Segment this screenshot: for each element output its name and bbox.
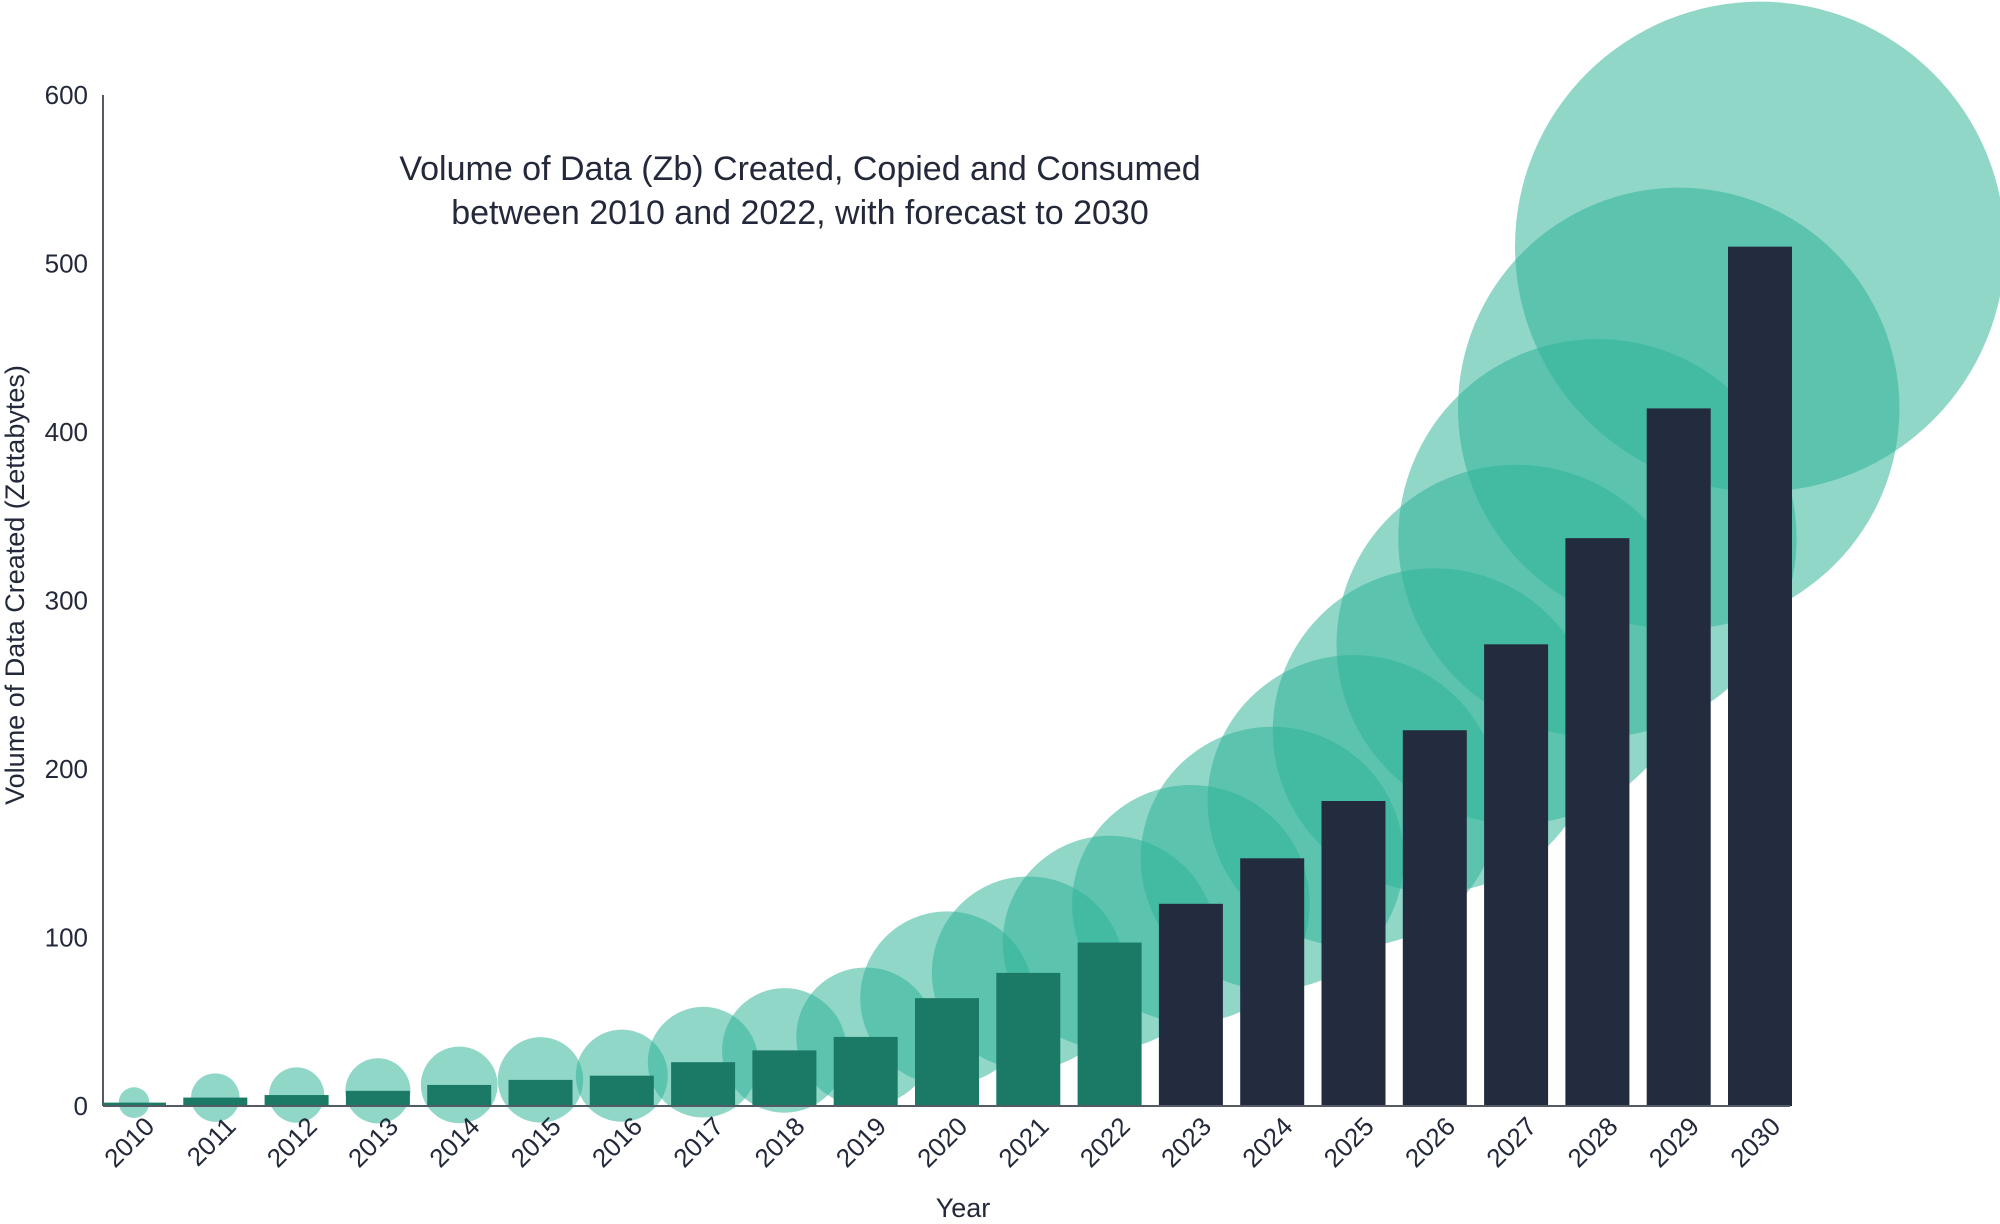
- y-tick-label-400: 400: [45, 417, 88, 447]
- bar-2026: [1402, 730, 1467, 1106]
- x-tick-label-2010: 2010: [98, 1111, 160, 1173]
- x-tick-label-2014: 2014: [423, 1111, 485, 1173]
- x-tick-label-2011: 2011: [181, 1111, 242, 1172]
- x-tick-label-2013: 2013: [342, 1111, 404, 1173]
- y-tick-label-200: 200: [45, 754, 88, 784]
- x-tick-label-2020: 2020: [911, 1111, 973, 1173]
- bar-2014: [427, 1084, 492, 1106]
- x-tick-label-2022: 2022: [1074, 1111, 1136, 1173]
- bar-2012: [264, 1095, 329, 1106]
- bar-2025: [1321, 801, 1386, 1106]
- x-tick-label-2026: 2026: [1399, 1111, 1461, 1173]
- bar-2023: [1158, 903, 1223, 1106]
- bar-2019: [833, 1036, 898, 1106]
- bar-2024: [1240, 858, 1305, 1106]
- bar-2020: [915, 998, 979, 1106]
- y-tick-label-100: 100: [45, 923, 88, 953]
- bar-2028: [1565, 538, 1630, 1106]
- y-tick-label-300: 300: [45, 586, 88, 616]
- y-tick-label-500: 500: [45, 249, 88, 279]
- x-tick-label-2024: 2024: [1236, 1111, 1298, 1173]
- x-tick-label-2019: 2019: [830, 1111, 892, 1173]
- chart-title-line-2: between 2010 and 2022, with forecast to …: [451, 194, 1149, 232]
- bar-2016: [589, 1075, 654, 1106]
- bar-2022: [1077, 942, 1142, 1106]
- x-tick-label-2021: 2021: [992, 1111, 1054, 1173]
- x-tick-label-2030: 2030: [1724, 1111, 1786, 1173]
- x-tick-label-2017: 2017: [667, 1111, 729, 1173]
- x-tick-label-2015: 2015: [505, 1111, 567, 1173]
- bar-2017: [671, 1062, 736, 1106]
- bar-2027: [1484, 644, 1549, 1106]
- bar-2018: [752, 1050, 817, 1106]
- bar-2011: [183, 1097, 248, 1106]
- bubble-2010: [118, 1087, 150, 1118]
- x-tick-label-2028: 2028: [1562, 1111, 1624, 1173]
- bar-2021: [996, 972, 1061, 1106]
- x-tick-labels: 2010 2011 2012 2013 2014 2015 2016 2017 2018 2019…: [98, 1111, 1786, 1173]
- x-tick-label-2025: 2025: [1318, 1111, 1380, 1173]
- y-tick-label-0: 0: [74, 1091, 88, 1121]
- bar-layer: [102, 246, 1792, 1106]
- x-tick-label-2012: 2012: [261, 1111, 323, 1173]
- bar-2015: [508, 1079, 573, 1106]
- x-tick-label-2029: 2029: [1643, 1111, 1705, 1173]
- x-tick-label-2027: 2027: [1480, 1111, 1542, 1173]
- y-tick-label-600: 600: [45, 80, 88, 110]
- bar-2013: [345, 1090, 410, 1106]
- bar-2030: [1728, 246, 1792, 1106]
- x-axis-title: Year: [936, 1193, 991, 1223]
- x-tick-label-2016: 2016: [586, 1111, 648, 1173]
- x-tick-label-2023: 2023: [1155, 1111, 1217, 1173]
- y-tick-labels: 0 100 200 300 400 500 600: [45, 80, 88, 1121]
- x-tick-label-2018: 2018: [749, 1111, 811, 1173]
- chart-title-line-1: Volume of Data (Zb) Created, Copied and …: [399, 150, 1200, 188]
- bar-2029: [1646, 408, 1711, 1106]
- bar-2010: [102, 1102, 166, 1106]
- y-axis-title: Volume of Data Created (Zettabytes): [0, 365, 30, 805]
